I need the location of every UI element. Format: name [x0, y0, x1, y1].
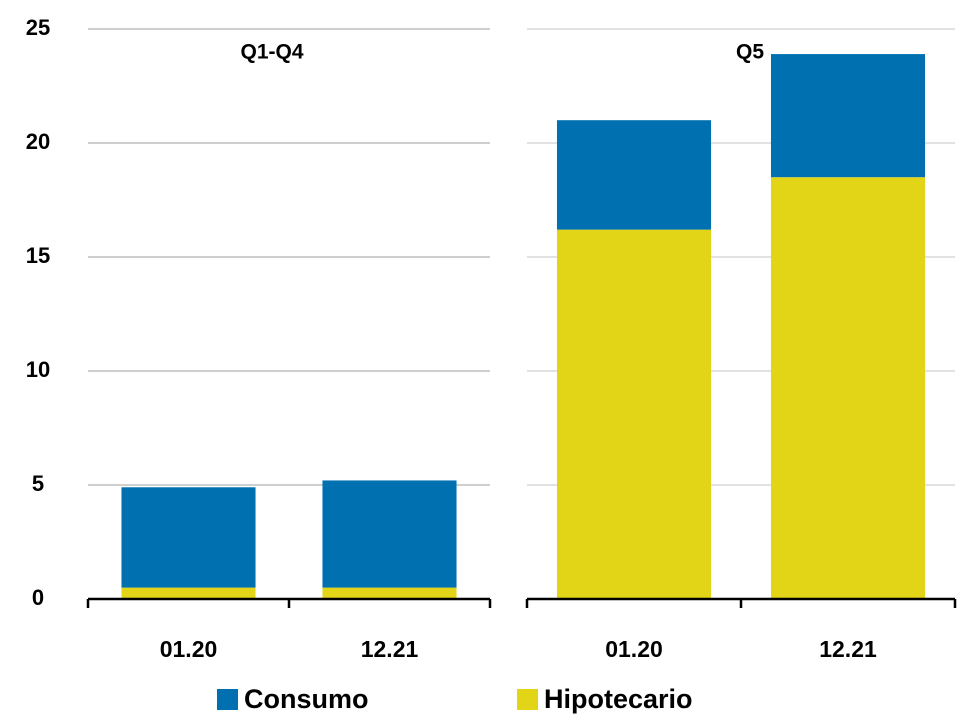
x-tick-label: 01.20 [160, 636, 218, 662]
legend-swatch [217, 689, 238, 710]
legend-label: Consumo [244, 684, 369, 714]
x-tick-label: 12.21 [819, 636, 877, 662]
bar-segment [121, 587, 256, 599]
bar-segment [322, 587, 457, 599]
y-tick-label: 15 [26, 243, 50, 268]
y-tick-label: 25 [26, 15, 50, 40]
bar-segment [770, 177, 926, 599]
x-tick-label: 12.21 [361, 636, 419, 662]
y-tick-label: 5 [32, 471, 44, 496]
legend-swatch [517, 689, 538, 710]
bar-segment [770, 54, 926, 178]
bar-segment [556, 229, 712, 599]
panel-title: Q1-Q4 [240, 41, 303, 64]
legend-label: Hipotecario [544, 684, 693, 714]
y-tick-label: 0 [32, 585, 44, 610]
bar-segment [322, 480, 457, 588]
y-tick-label: 20 [26, 129, 50, 154]
panel-title: Q5 [736, 41, 764, 64]
x-tick-label: 01.20 [605, 636, 663, 662]
y-tick-label: 10 [26, 357, 50, 382]
bar-segment [121, 487, 256, 588]
bar-segment [556, 120, 712, 230]
